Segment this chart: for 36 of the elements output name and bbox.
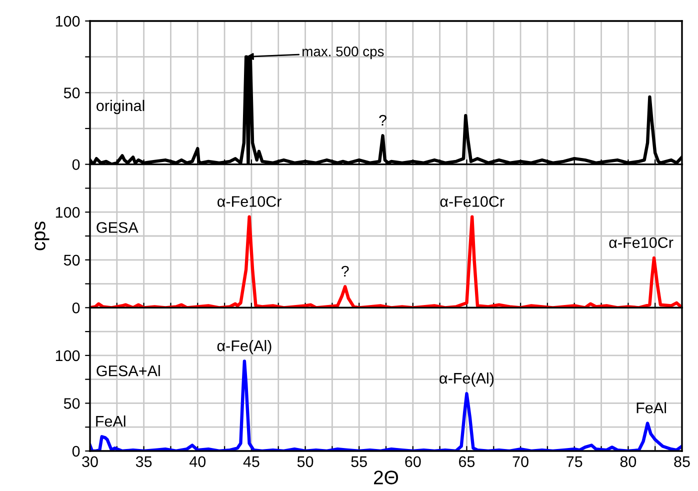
- y-tick-label: 0: [72, 302, 80, 314]
- x-tick-label: 55: [351, 456, 367, 468]
- y-tick-label: 100: [56, 16, 80, 27]
- x-tick-label: 60: [405, 456, 421, 468]
- x-tick-label: 45: [243, 456, 260, 468]
- y-axis-title: cps: [34, 222, 50, 250]
- annotation: ?: [341, 266, 349, 277]
- y-tick-label: 50: [64, 254, 80, 266]
- y-tick-label: 0: [72, 446, 80, 457]
- x-tick-label: 35: [136, 456, 152, 468]
- y-tick-label: 0: [72, 159, 80, 170]
- x-tick-label: 30: [82, 456, 98, 468]
- text: original: [96, 100, 144, 114]
- annotation: α-Fe10Cr: [218, 196, 282, 207]
- x-tick-label: 75: [566, 456, 582, 468]
- annotation: α-Fe10Cr: [440, 196, 504, 207]
- y-tick-label: 100: [56, 350, 80, 362]
- x-tick-label: 80: [620, 456, 636, 468]
- annotation: α-Fe(Al): [217, 340, 272, 354]
- x-tick-label: 85: [674, 456, 690, 468]
- annotation: max. 500 cps: [302, 46, 384, 60]
- x-axis-title: 2Θ: [374, 470, 398, 484]
- text: GESA: [96, 222, 138, 233]
- y-tick-label: 100: [56, 206, 80, 218]
- annotation: FeAl: [636, 402, 666, 414]
- x-tick-label: 50: [297, 456, 314, 468]
- annotation: α-Fe10Cr: [609, 237, 674, 248]
- annotation: α-Fe(Al): [440, 372, 494, 387]
- y-tick-label: 50: [64, 398, 80, 409]
- x-tick-label: 40: [189, 456, 206, 468]
- annotation: ?: [379, 114, 386, 126]
- text: GESA+Al: [96, 365, 160, 376]
- annotation: FeAl: [96, 415, 126, 427]
- x-tick-label: 70: [512, 456, 528, 468]
- y-tick-label: 50: [64, 88, 80, 98]
- x-tick-label: 65: [459, 456, 475, 468]
